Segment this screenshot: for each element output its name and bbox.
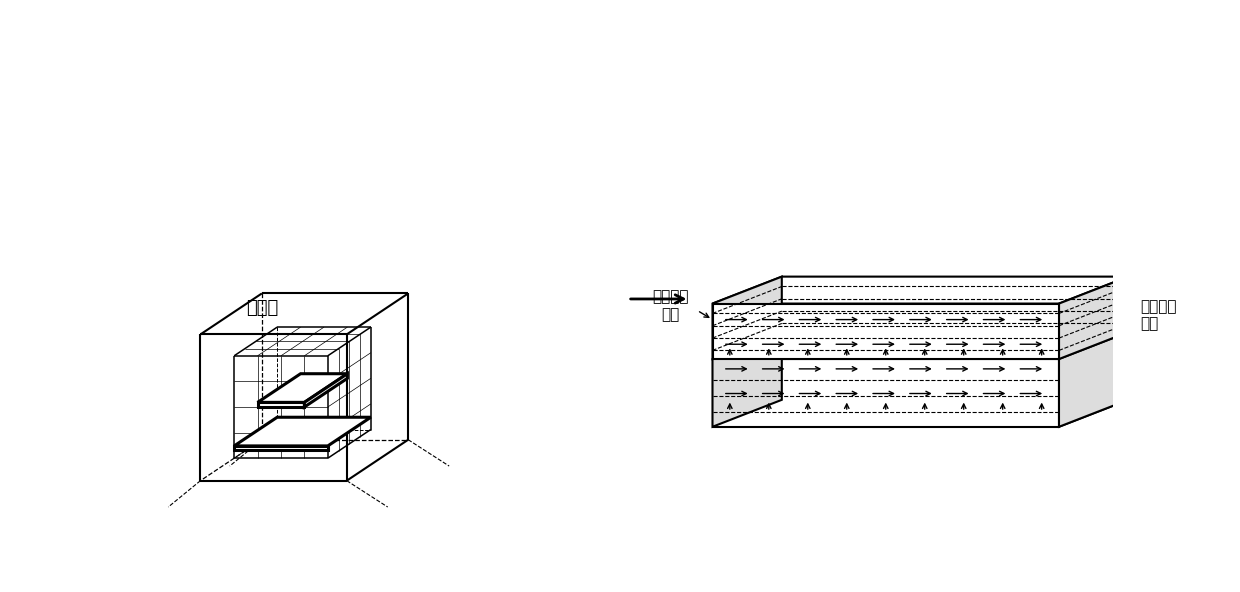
Polygon shape: [713, 359, 1059, 427]
Polygon shape: [1059, 332, 1128, 427]
Polygon shape: [781, 276, 1128, 332]
Polygon shape: [258, 374, 347, 403]
Polygon shape: [713, 332, 781, 427]
Polygon shape: [713, 304, 1059, 359]
Polygon shape: [1059, 276, 1128, 359]
Polygon shape: [234, 417, 371, 446]
Polygon shape: [713, 400, 1128, 427]
Polygon shape: [713, 276, 781, 359]
Polygon shape: [304, 374, 347, 407]
Text: 切向电场
分量: 切向电场 分量: [652, 289, 688, 322]
Polygon shape: [781, 332, 1128, 400]
Polygon shape: [234, 446, 327, 450]
Text: 亚网格: 亚网格: [246, 299, 278, 317]
Polygon shape: [713, 276, 1128, 304]
Text: 垂直电场
分量: 垂直电场 分量: [1140, 299, 1177, 331]
Polygon shape: [258, 403, 304, 407]
